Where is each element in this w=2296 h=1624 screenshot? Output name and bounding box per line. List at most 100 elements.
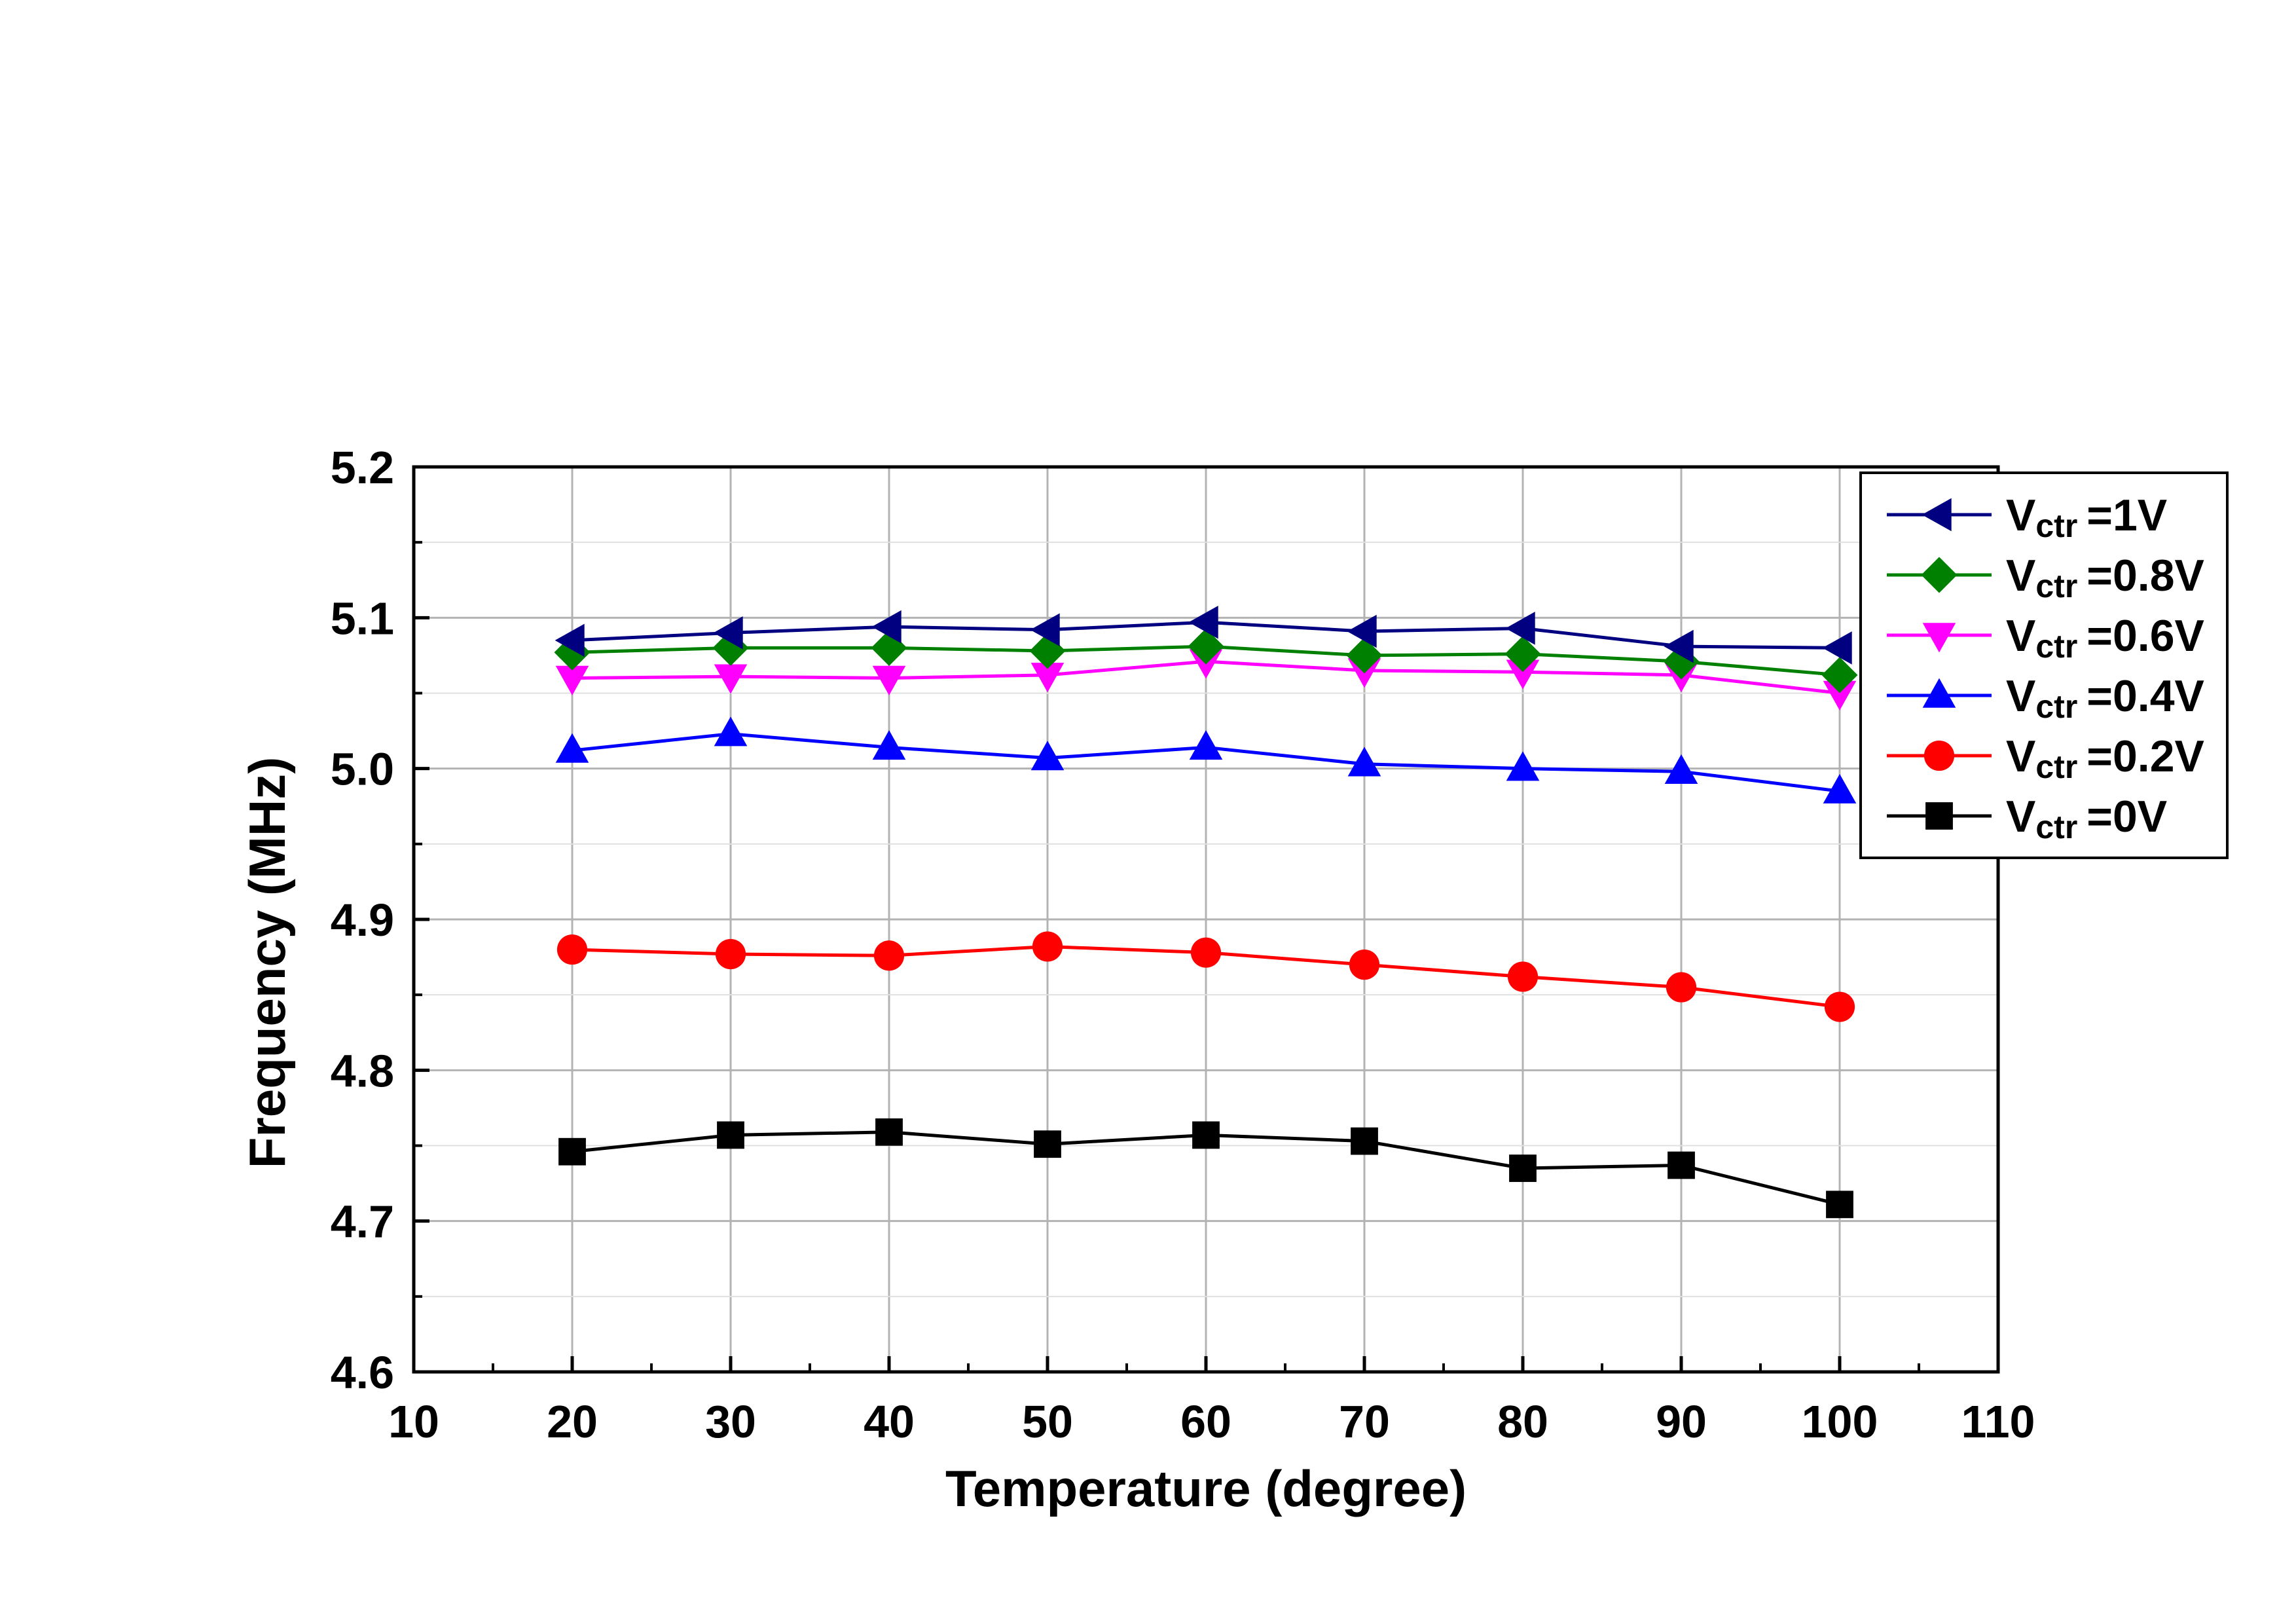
legend-label: Vctr =0.2V [2006,731,2204,785]
x-tick-label: 80 [1497,1396,1548,1447]
data-point [714,664,748,694]
data-point [1030,741,1065,771]
legend-label-value: =1V [2086,490,2167,540]
legend-marker [1923,740,1955,771]
legend-label-main: V [2006,551,2035,600]
y-tick-label: 4.6 [331,1347,394,1398]
data-point [1824,991,1855,1022]
data-point [1667,1151,1695,1179]
legend-label: Vctr =1V [2006,490,2167,544]
legend-label-subscript: ctr [2035,628,2077,665]
legend-label-value: =0V [2086,792,2167,841]
data-point [1664,754,1698,784]
data-point [1349,950,1380,980]
data-point [1347,747,1381,777]
y-axis-title: Frequency (MHz) [238,757,296,1168]
data-point [1509,1154,1537,1182]
data-point [1506,659,1540,690]
data-point [1346,637,1383,674]
legend-marker [1922,623,1956,653]
data-point [715,938,746,970]
x-tick-label: 100 [1802,1396,1878,1447]
series-0V [558,1118,1853,1219]
x-tick-label: 10 [388,1396,439,1447]
legend-item: Vctr =0.6V [1887,611,2204,665]
legend-label-subscript: ctr [2035,809,2077,845]
legend-label: Vctr =0.6V [2006,611,2204,665]
data-point [714,716,748,747]
y-tick-label: 5.0 [331,744,394,795]
data-point [875,1118,903,1146]
y-tick-label: 4.7 [331,1196,394,1247]
data-point [1506,751,1540,781]
legend-item: Vctr =0V [1887,792,2167,845]
x-tick-label: 20 [547,1396,598,1447]
data-point [555,623,585,657]
data-point [1034,1130,1061,1158]
axes: 10 20 30 40 50 60 70 80 90 100 110 4.6 4.7 4.8 4.9 5.0 5… [331,442,2035,1447]
data-point [1188,605,1218,639]
legend-item: Vctr =0.8V [1887,551,2204,604]
legend-label-subscript: ctr [2035,688,2077,725]
x-tick-label: 40 [864,1396,915,1447]
legend-label: Vctr =0.4V [2006,671,2204,725]
series-group [554,605,1858,1219]
y-tick-label: 4.8 [331,1045,394,1096]
legend-marker [1922,498,1952,532]
data-point [1507,961,1539,992]
data-point [1030,613,1060,647]
data-point [873,940,905,971]
data-point [1823,680,1857,710]
legend-label-subscript: ctr [2035,568,2077,604]
data-point [1504,636,1541,673]
data-point [1351,1127,1378,1155]
data-point [556,934,588,965]
data-point [1032,931,1063,962]
legend-label-value: =0.6V [2086,611,2204,661]
x-axis-title: Temperature (degree) [945,1460,1467,1517]
y-tick-label: 5.1 [331,593,394,644]
data-point [1823,773,1857,803]
x-tick-label: 70 [1339,1396,1390,1447]
data-point [717,1121,744,1149]
legend-marker [1922,678,1956,708]
legend-label-value: =0.8V [2086,551,2204,600]
data-point [872,730,906,760]
x-tick-label: 50 [1022,1396,1073,1447]
series-0-2V [556,931,1855,1022]
legend-label-main: V [2006,611,2035,661]
y-tick-label: 5.2 [331,442,394,493]
data-point [1666,972,1697,1003]
data-point [555,733,589,763]
data-point [1822,631,1852,665]
series-1V [555,605,1852,665]
x-tick-label: 110 [1961,1396,2035,1447]
data-point [1190,937,1222,968]
data-point [558,1137,586,1166]
y-tick-label: 4.9 [331,895,394,946]
legend-marker [1921,557,1958,593]
data-point [1030,663,1065,693]
legend-label-main: V [2006,792,2035,841]
data-point [1192,1121,1220,1149]
data-point [713,616,743,650]
legend-label-subscript: ctr [2035,748,2077,785]
data-point [1188,628,1224,665]
legend-item: Vctr =1V [1887,490,2167,544]
legend-label: Vctr =0V [2006,792,2167,845]
data-point [555,665,589,695]
series-0-4V [555,716,1857,803]
data-point [1826,1190,1853,1219]
legend-label-subscript: ctr [2035,507,2077,544]
legend-label-value: =0.4V [2086,671,2204,721]
legend-marker [1925,802,1953,830]
legend-item: Vctr =0.2V [1887,731,2204,785]
data-point [1505,612,1535,645]
legend-label-main: V [2006,731,2035,781]
x-tick-label: 30 [705,1396,756,1447]
x-tick-label: 60 [1180,1396,1231,1447]
legend-label-main: V [2006,490,2035,540]
legend-label: Vctr =0.8V [2006,551,2204,604]
